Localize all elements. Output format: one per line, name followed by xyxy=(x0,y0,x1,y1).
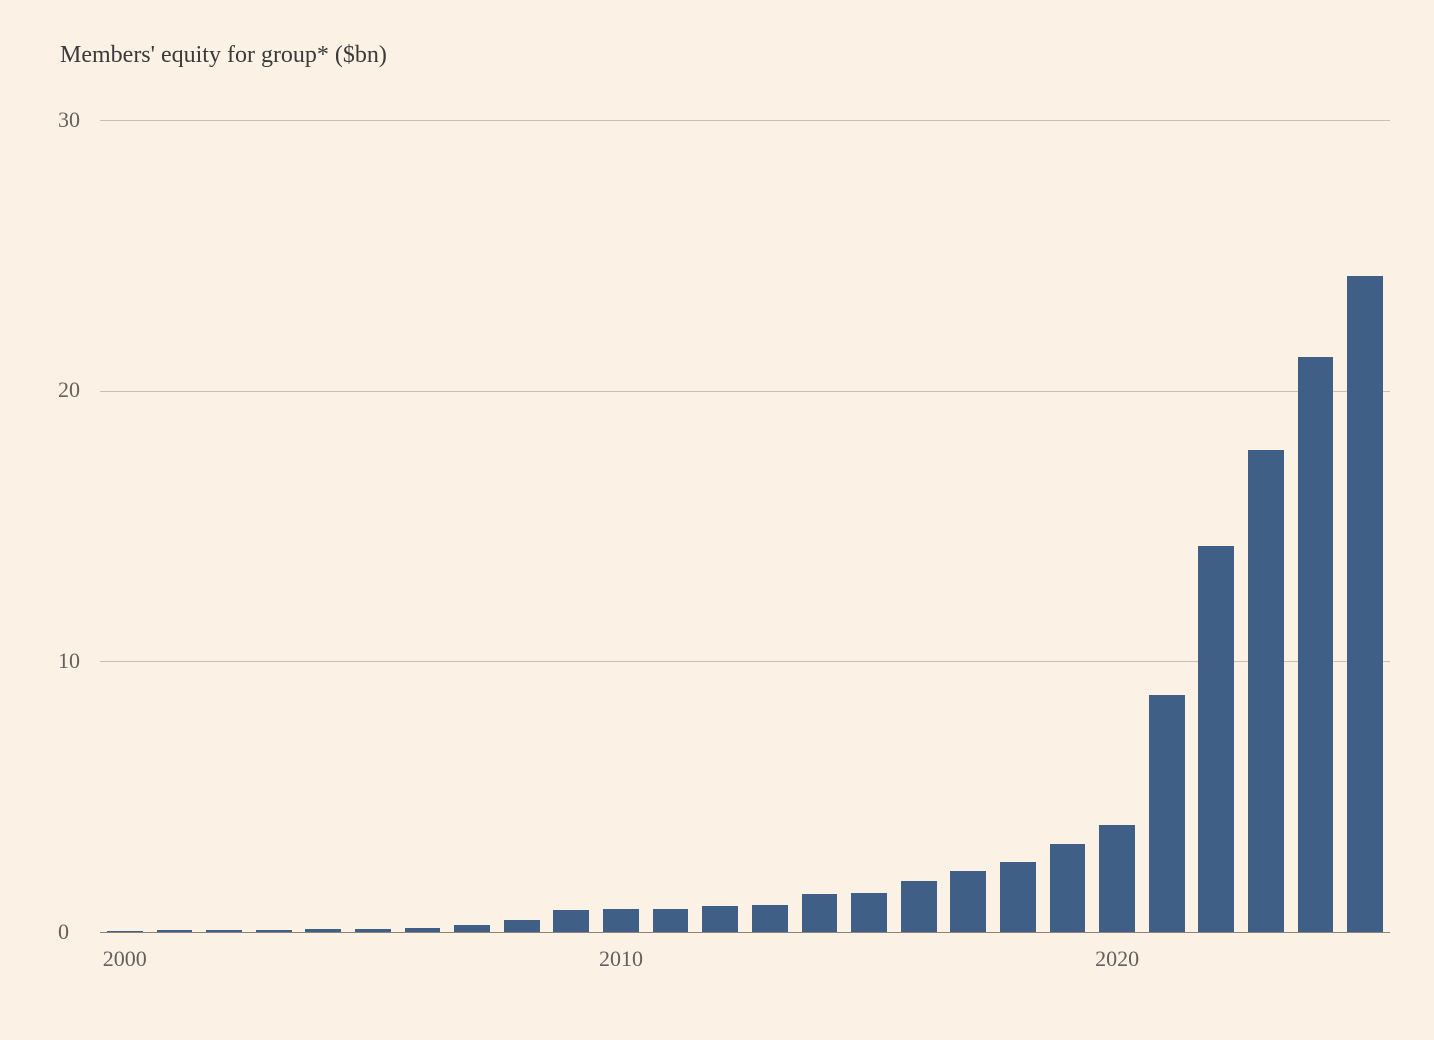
bar xyxy=(950,871,986,932)
bar xyxy=(752,905,788,932)
bar xyxy=(157,930,193,932)
bar xyxy=(405,928,441,932)
chart-container: Members' equity for group* ($bn) 0 10 20 30… xyxy=(0,0,1434,1040)
x-tick-label: 2000 xyxy=(103,946,147,972)
bar xyxy=(901,881,937,932)
plot-area xyxy=(100,120,1390,932)
bar xyxy=(1347,276,1383,932)
gridline xyxy=(100,932,1390,933)
bar xyxy=(256,930,292,932)
bar xyxy=(851,893,887,932)
chart-title: Members' equity for group* ($bn) xyxy=(60,42,387,69)
bar xyxy=(206,930,242,932)
bar xyxy=(603,909,639,932)
y-tick-label: 0 xyxy=(58,919,69,945)
x-tick-label: 2020 xyxy=(1095,946,1139,972)
x-tick-label: 2010 xyxy=(599,946,643,972)
bar xyxy=(1198,546,1234,932)
bar xyxy=(454,925,490,932)
bar xyxy=(802,894,838,932)
bar xyxy=(553,910,589,932)
bar xyxy=(504,920,540,932)
bar xyxy=(1149,695,1185,932)
y-tick-label: 20 xyxy=(58,377,80,403)
y-tick-label: 10 xyxy=(58,648,80,674)
bar xyxy=(653,909,689,932)
bar xyxy=(1050,844,1086,932)
bar xyxy=(107,931,143,932)
bar xyxy=(1000,862,1036,932)
bar xyxy=(1298,357,1334,932)
bar xyxy=(1099,825,1135,932)
bar xyxy=(1248,450,1284,932)
bar xyxy=(305,929,341,932)
bars xyxy=(100,120,1390,932)
bar xyxy=(355,929,391,932)
y-tick-label: 30 xyxy=(58,107,80,133)
bar xyxy=(702,906,738,932)
